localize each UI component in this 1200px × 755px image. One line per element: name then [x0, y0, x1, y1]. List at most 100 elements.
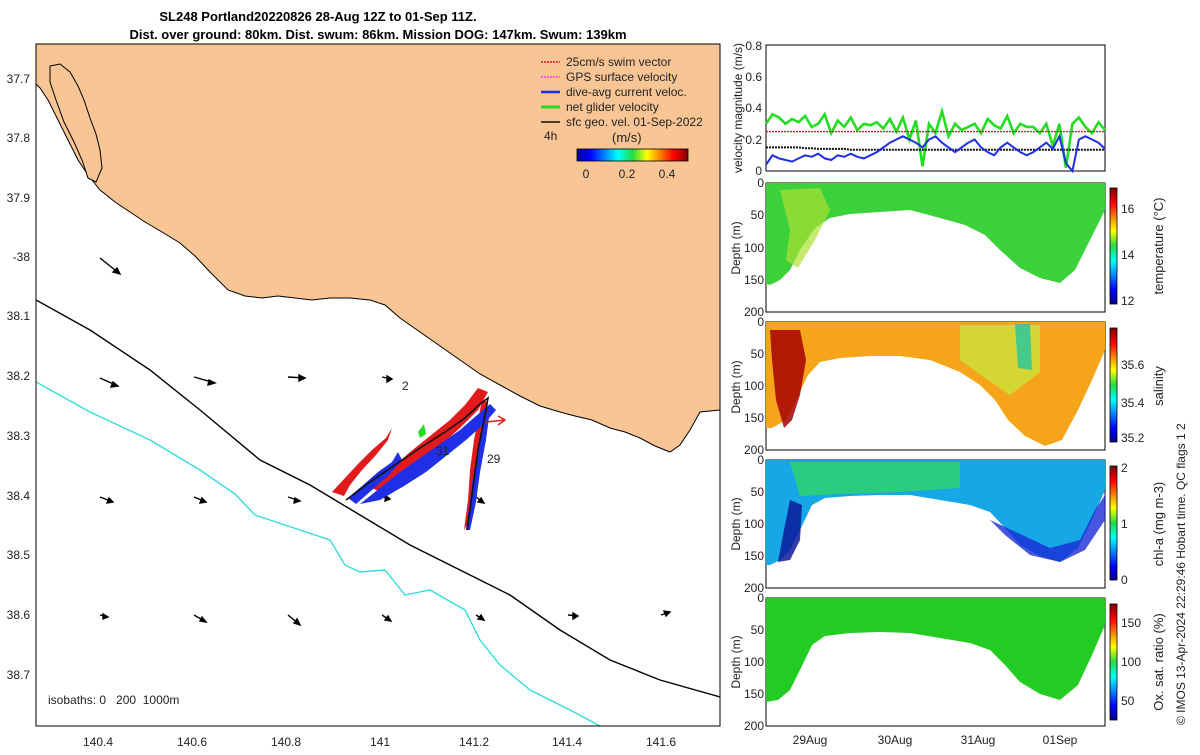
- oxygen-ytick-50: 50: [751, 623, 765, 637]
- velocity-ylabel: velocity magnitude (m/s): [731, 43, 745, 173]
- chla-deep-low: [990, 495, 1105, 562]
- legend-gps-label: GPS surface velocity: [566, 70, 677, 84]
- oxygen-ytick-200: 200: [744, 719, 764, 733]
- oxygen-colorbar-bar: [1109, 603, 1118, 721]
- salinity-colorbar-bar: [1109, 327, 1118, 443]
- vel-ytick-3: 0.6: [745, 70, 762, 84]
- chla-ytick-100: 100: [744, 517, 764, 531]
- salinity-ytick-50: 50: [751, 347, 765, 361]
- temperature-ytick-50: 50: [751, 208, 765, 222]
- lon-tick-1414: 141.4: [552, 735, 582, 749]
- current-vectors-blue: [348, 404, 496, 530]
- glider-track: 2 31 29: [332, 379, 507, 531]
- map-lon-ticks: 140.4 140.6 140.8 141 141.2 141.4 141.6: [83, 735, 676, 749]
- geostrophic-velocity-arrows: [99, 257, 672, 627]
- lon-tick-141: 141: [370, 735, 390, 749]
- chla-colorbar-bar: [1109, 465, 1118, 581]
- chla-cblabel: chl-a (mg m-3): [1151, 482, 1166, 567]
- velocity-series-sfc-geo-vel-: [766, 146, 1105, 151]
- vel-ytick-1: 0.2: [745, 133, 762, 147]
- chla-ylabel: Depth (m): [729, 497, 743, 550]
- temperature-cbtick-12: 12: [1121, 294, 1135, 308]
- oxygen-field: [766, 598, 1105, 702]
- lat-tick-382: 38.2: [7, 369, 31, 383]
- footer-credit: © IMOS 13-Apr-2024 22:29:46 Hobart time.…: [1174, 423, 1188, 725]
- legend-net-velocity-label: net glider velocity: [566, 100, 659, 114]
- chla-surface-band: [790, 462, 960, 496]
- map-colorbar-unit: (m/s): [612, 130, 642, 145]
- lat-tick-379: 37.9: [7, 191, 31, 205]
- oxygen-cbtick-100: 100: [1121, 655, 1141, 669]
- temperature-colorbar-bar: [1109, 187, 1118, 305]
- lon-tick-1406: 140.6: [177, 735, 207, 749]
- xtick-01sep: 01Sep: [1043, 733, 1078, 747]
- legend-net-velocity: net glider velocity: [541, 100, 659, 114]
- chla-ytick-50: 50: [751, 485, 765, 499]
- xtick-30aug: 30Aug: [878, 733, 913, 747]
- scale-label: 4h: [544, 129, 557, 143]
- chla-cbtick-1: 1: [1121, 517, 1128, 531]
- lat-tick-378: 37.8: [7, 131, 31, 145]
- legend-gps: GPS surface velocity: [541, 70, 677, 84]
- legend-sfc-geo: sfc geo. vel. 01-Sep-2022: [541, 115, 703, 129]
- oxygen-ytick-0: 0: [757, 591, 764, 605]
- lon-tick-1412: 141.2: [459, 735, 489, 749]
- legend-swim-vector-label: 25cm/s swim vector: [566, 55, 671, 69]
- day-label-31: 31: [436, 444, 450, 458]
- isobaths-label: isobaths: 0 200 1000m: [48, 693, 179, 707]
- salinity-ytick-150: 150: [744, 411, 764, 425]
- salinity-ylabel: Depth (m): [729, 360, 743, 413]
- temperature-ytick-200: 200: [744, 305, 764, 319]
- salinity-colorbar: 35.2 35.4 35.6 salinity: [1109, 327, 1166, 445]
- temperature-ytick-100: 100: [744, 241, 764, 255]
- lat-tick-38: -38: [13, 250, 31, 264]
- salinity-high-patch: [770, 330, 806, 428]
- salinity-cbtick-352: 35.2: [1121, 431, 1145, 445]
- legend-sfc-geo-label: sfc geo. vel. 01-Sep-2022: [566, 115, 703, 129]
- net-velocity-green: [418, 424, 426, 438]
- oxygen-cblabel: Ox. sat. ratio (%): [1151, 613, 1166, 711]
- swim-vectors-red: [332, 388, 488, 530]
- temperature-cbtick-16: 16: [1121, 202, 1135, 216]
- oxygen-cbtick-50: 50: [1121, 694, 1135, 708]
- map-colorbar: [576, 148, 689, 162]
- vel-ytick-2: 0.4: [745, 101, 762, 115]
- salinity-panel: 35.2 35.4 35.6 salinity Depth (m) 0 50 1…: [729, 315, 1166, 457]
- lat-tick-381: 38.1: [7, 309, 31, 323]
- lat-tick-377: 37.7: [7, 72, 31, 86]
- lat-tick-387: 38.7: [7, 668, 31, 682]
- map-frame: [35, 43, 721, 727]
- temperature-panel: 12 14 16 temperature (°C) Depth (m) 0 50…: [729, 176, 1166, 319]
- legend-swim-vector: 25cm/s swim vector: [541, 55, 671, 69]
- temperature-ylabel: Depth (m): [729, 221, 743, 274]
- chla-ytick-200: 200: [744, 581, 764, 595]
- day-label-29: 29: [487, 452, 501, 466]
- lon-tick-1416: 141.6: [646, 735, 676, 749]
- chla-panel: 0 1 2 chl-a (mg m-3) Depth (m) 0 50 100 …: [729, 453, 1166, 595]
- velocity-panel: velocity magnitude (m/s) 0 0.2 0.4 0.6 0…: [731, 39, 1107, 178]
- lat-tick-385: 38.5: [7, 548, 31, 562]
- temperature-cblabel: temperature (°C): [1151, 198, 1166, 295]
- chla-colorbar: 0 1 2 chl-a (mg m-3): [1109, 461, 1166, 587]
- xtick-31aug: 31Aug: [961, 733, 996, 747]
- oxygen-panel: 50 100 150 Ox. sat. ratio (%) Depth (m) …: [729, 591, 1166, 747]
- isobath-200m: [36, 381, 601, 726]
- title-line-2: Dist. over ground: 80km. Dist. swum: 86k…: [129, 27, 626, 42]
- chla-ytick-0: 0: [757, 453, 764, 467]
- chla-cbtick-2: 2: [1121, 461, 1128, 475]
- salinity-column: [1015, 324, 1032, 370]
- swim-arrow: [485, 415, 507, 426]
- track-line: [345, 396, 490, 531]
- salinity-ytick-100: 100: [744, 379, 764, 393]
- vel-ytick-4: 0.8: [745, 39, 762, 53]
- map-colorbar-tick-2: 0.4: [659, 167, 676, 181]
- salinity-cbtick-354: 35.4: [1121, 396, 1145, 410]
- vel-ytick-0: 0: [755, 164, 762, 178]
- chla-cbtick-0: 0: [1121, 573, 1128, 587]
- temperature-cbtick-14: 14: [1121, 248, 1135, 262]
- oxygen-ytick-100: 100: [744, 655, 764, 669]
- salinity-cbtick-356: 35.6: [1121, 358, 1145, 372]
- map-colorbar-tick-1: 0.2: [619, 167, 636, 181]
- isobath-1000m: [36, 299, 720, 698]
